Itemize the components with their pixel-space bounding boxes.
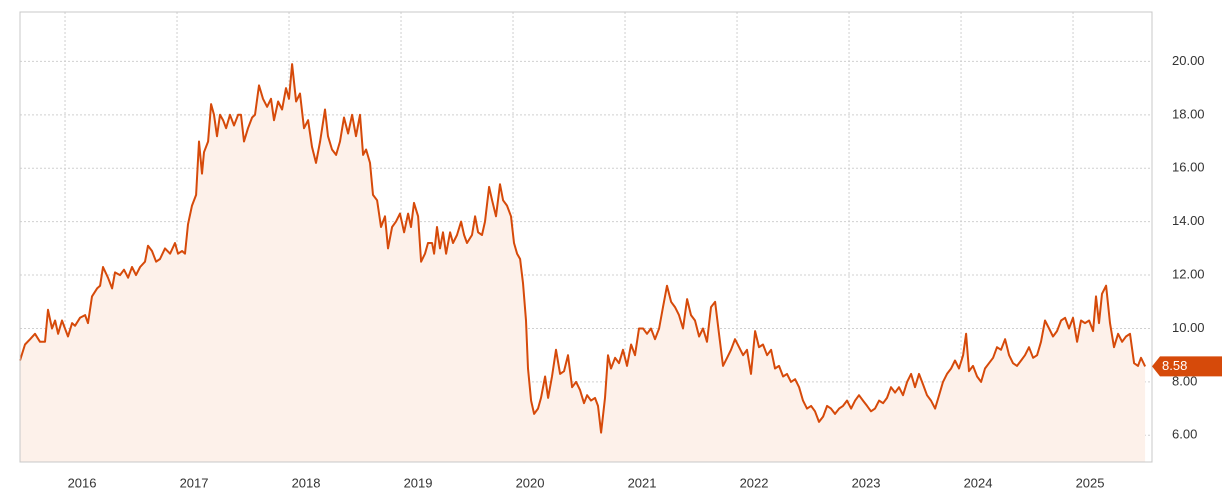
x-tick-label: 2019 — [404, 475, 433, 490]
y-tick-label: 6.00 — [1172, 427, 1197, 442]
last-value-tag — [1152, 356, 1222, 377]
y-tick-label: 10.00 — [1172, 320, 1205, 335]
plot-border — [19, 11, 1153, 463]
y-tick-label: 12.00 — [1172, 266, 1205, 281]
x-tick-label: 2022 — [740, 475, 769, 490]
x-tick-label: 2016 — [68, 475, 97, 490]
y-tick-label: 16.00 — [1172, 160, 1205, 175]
x-tick-label: 2017 — [180, 475, 209, 490]
y-tick-label: 14.00 — [1172, 213, 1205, 228]
x-tick-label: 2023 — [852, 475, 881, 490]
last-value-label: 8.58 — [1162, 358, 1187, 373]
x-tick-label: 2024 — [964, 475, 993, 490]
x-tick-label: 2018 — [292, 475, 321, 490]
price-line — [19, 63, 1147, 434]
y-tick-label: 20.00 — [1172, 53, 1205, 68]
area — [20, 64, 1146, 462]
y-tick-label: 8.00 — [1172, 373, 1197, 388]
x-tick-label: 2025 — [1076, 475, 1105, 490]
x-tick-label: 2020 — [516, 475, 545, 490]
x-tick-label: 2021 — [628, 475, 657, 490]
y-tick-label: 18.00 — [1172, 106, 1205, 121]
